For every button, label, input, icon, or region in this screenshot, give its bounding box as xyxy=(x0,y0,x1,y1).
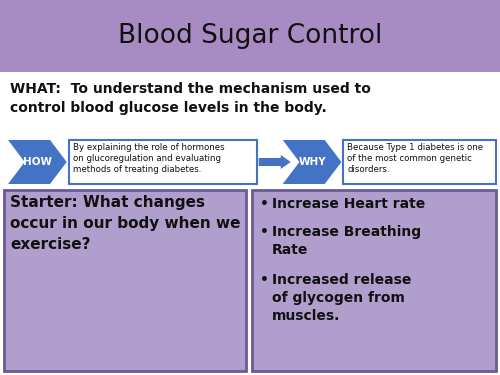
Text: Because Type 1 diabetes is one
of the most common genetic
disorders.: Because Type 1 diabetes is one of the mo… xyxy=(348,143,484,174)
Polygon shape xyxy=(282,140,342,184)
Text: Increased release
of glycogen from
muscles.: Increased release of glycogen from muscl… xyxy=(272,273,411,323)
Text: •: • xyxy=(260,225,269,239)
Text: •: • xyxy=(260,197,269,211)
Text: •: • xyxy=(260,273,269,286)
Text: HOW: HOW xyxy=(23,157,52,167)
Text: WHAT:  To understand the mechanism used to
control blood glucose levels in the b: WHAT: To understand the mechanism used t… xyxy=(10,82,371,115)
FancyBboxPatch shape xyxy=(344,140,496,184)
FancyBboxPatch shape xyxy=(252,190,496,371)
Text: WHY: WHY xyxy=(298,157,326,167)
Polygon shape xyxy=(8,140,66,184)
Text: Increase Breathing
Rate: Increase Breathing Rate xyxy=(272,225,421,257)
FancyBboxPatch shape xyxy=(0,0,500,72)
FancyBboxPatch shape xyxy=(4,190,246,371)
Text: Starter: What changes
occur in our body when we
exercise?: Starter: What changes occur in our body … xyxy=(10,195,240,252)
Text: Blood Sugar Control: Blood Sugar Control xyxy=(118,23,382,49)
Text: Increase Heart rate: Increase Heart rate xyxy=(272,197,425,211)
Text: By explaining the role of hormones
on glucoregulation and evaluating
methods of : By explaining the role of hormones on gl… xyxy=(72,143,225,174)
FancyArrow shape xyxy=(258,155,290,169)
FancyBboxPatch shape xyxy=(68,140,256,184)
